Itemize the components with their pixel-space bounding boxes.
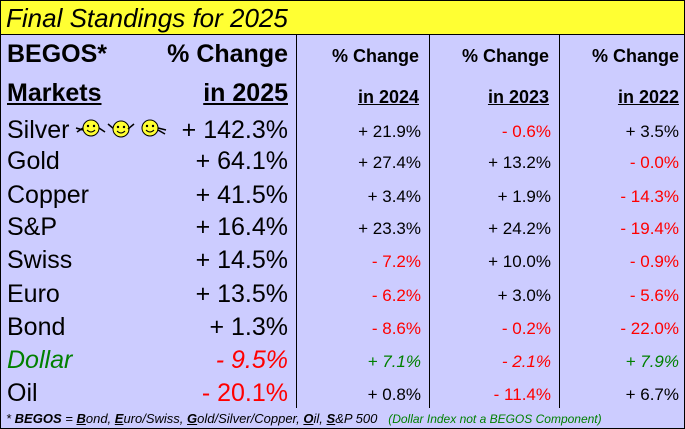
footnote-equals: = [61, 411, 77, 426]
change-2024-bond: - 8.6% [371, 319, 421, 338]
footnote-gold-silver-copper: old/Silver/Copper, [197, 411, 304, 426]
change-2023-dollar: - 2.1% [501, 352, 551, 371]
change-2024-copper: + 3.4% [367, 187, 421, 206]
year-2022-header: in 2022 [617, 87, 679, 107]
change-2022-dollar: + 7.9% [625, 352, 679, 371]
column-divider [296, 35, 297, 408]
column-divider [559, 35, 560, 408]
footnote-dollar-note: (Dollar Index not a BEGOS Component) [388, 412, 602, 426]
change-2023-oil: - 11.4% [493, 385, 551, 404]
market-name-oil: Oil [7, 379, 38, 407]
change-2022-copper: - 14.3% [620, 187, 679, 206]
change-2023-euro: + 3.0% [497, 286, 551, 305]
footnote-letter-s: S [326, 411, 336, 426]
pct-change-2025-header: % Change [167, 40, 288, 68]
smiley-face-icon [141, 119, 167, 137]
change-2025-swiss: + 14.5% [195, 246, 288, 274]
market-name-gold: Gold [7, 147, 60, 175]
change-2023-copper: + 1.9% [497, 187, 551, 206]
change-2025-bond: + 1.3% [209, 313, 288, 341]
change-2025-euro: + 13.5% [195, 280, 288, 308]
footnote-star: * [6, 411, 15, 426]
footnote-begos: BEGOS [14, 411, 62, 426]
footnote-oil: il, [313, 411, 327, 426]
footnote-euro-swiss: uro/Swiss, [123, 411, 188, 426]
change-2025-copper: + 41.5% [195, 181, 288, 209]
change-2024-silver: + 21.9% [358, 122, 421, 141]
footnote: * BEGOS = Bond, Euro/Swiss, Gold/Silver/… [6, 411, 602, 426]
change-2023-silver: - 0.6% [501, 122, 551, 141]
change-2023-sp: + 24.2% [488, 219, 551, 238]
change-2025-gold: + 64.1% [195, 147, 288, 175]
change-2022-sp: - 19.4% [620, 219, 679, 238]
change-2022-swiss: - 0.9% [629, 252, 679, 271]
footnote-letter-e: E [114, 411, 124, 426]
change-2025-silver: + 142.3% [181, 116, 288, 144]
footnote-letter-b: B [76, 411, 86, 426]
change-2022-oil: + 6.7% [625, 385, 679, 404]
smiley-face-icon [107, 120, 135, 138]
market-name-silver: Silver [7, 116, 70, 144]
market-name-bond: Bond [7, 313, 66, 341]
change-2024-sp: + 23.3% [358, 219, 421, 238]
change-2024-gold: + 27.4% [358, 153, 421, 172]
change-2024-oil: + 0.8% [367, 385, 421, 404]
change-2025-oil: - 20.1% [201, 379, 288, 407]
market-name-sp: S&P [7, 213, 58, 241]
year-2023-header: in 2023 [487, 87, 549, 107]
column-divider [429, 35, 430, 408]
change-2024-euro: - 6.2% [371, 286, 421, 305]
footnote-sp500: &P 500 [335, 411, 378, 426]
year-2024-header: in 2024 [357, 87, 419, 107]
change-2023-gold: + 13.2% [488, 153, 551, 172]
change-2023-swiss: + 10.0% [488, 252, 551, 271]
footnote-letter-g: G [187, 411, 198, 426]
footnote-letter-o: O [303, 411, 314, 426]
change-2022-euro: - 5.6% [629, 286, 679, 305]
change-2024-swiss: - 7.2% [371, 252, 421, 271]
change-2025-sp: + 16.4% [195, 213, 288, 241]
page-title: Final Standings for 2025 [6, 3, 288, 33]
smiley-face-icon [75, 119, 106, 137]
footnote-bond: ond, [85, 411, 115, 426]
celebration-icons [75, 119, 167, 138]
year-2025-header: in 2025 [203, 79, 288, 107]
market-name-swiss: Swiss [7, 246, 73, 274]
change-2022-gold: - 0.0% [629, 153, 679, 172]
change-2023-bond: - 0.2% [501, 319, 551, 338]
begos-header: BEGOS* [7, 40, 108, 68]
change-2022-silver: + 3.5% [625, 122, 679, 141]
change-2024-dollar: + 7.1% [367, 352, 421, 371]
market-name-copper: Copper [7, 181, 89, 209]
pct-change-2022-header: % Change [591, 46, 679, 66]
market-name-euro: Euro [7, 280, 60, 308]
markets-header: Markets [7, 79, 102, 107]
title-bar: Final Standings for 2025 [1, 1, 684, 35]
change-2025-dollar: - 9.5% [215, 346, 288, 374]
change-2022-bond: - 22.0% [620, 319, 679, 338]
pct-change-2024-header: % Change [331, 46, 419, 66]
market-name-dollar: Dollar [7, 346, 73, 374]
pct-change-2023-header: % Change [461, 46, 549, 66]
